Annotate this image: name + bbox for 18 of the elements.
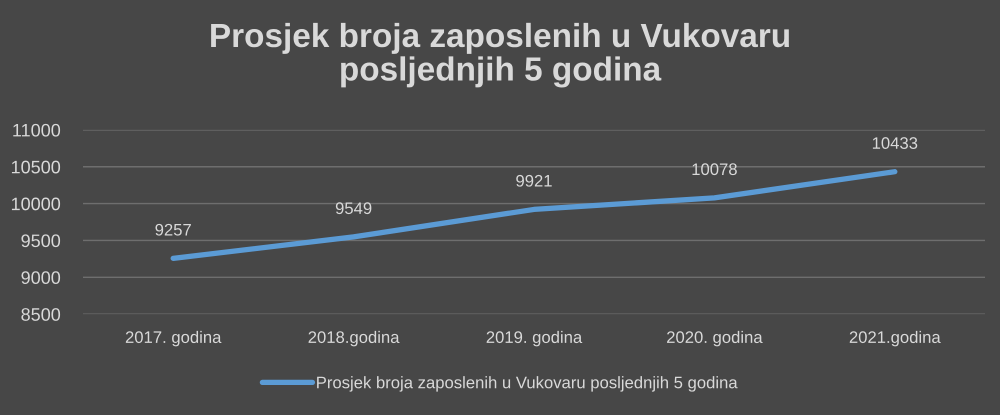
- data-label: 10078: [692, 163, 737, 176]
- y-tick-label: 10000: [12, 198, 60, 210]
- x-tick-label: 2019. godina: [486, 330, 582, 346]
- y-tick-label: 10500: [12, 160, 60, 174]
- legend-label: Prosjek broja zaposlenih u Vukovaru posljednjih 5 godina: [317, 376, 738, 392]
- x-tick-label: 2017. godina: [126, 330, 222, 346]
- y-tick-label: 8500: [21, 308, 60, 321]
- y-tick-label: 9000: [21, 271, 60, 284]
- data-label: 10433: [872, 137, 918, 149]
- x-tick-label: 2021.godina: [850, 330, 941, 346]
- data-label: 9921: [516, 174, 552, 187]
- x-tick-label: 2018.godina: [308, 330, 400, 346]
- y-tick-label: 9500: [21, 234, 60, 248]
- chart-title: Prosjek broja zaposlenih u Vukovaru posljednjih 5 godina: [211, 22, 789, 88]
- data-label: 9257: [155, 224, 191, 236]
- data-label: 9549: [336, 202, 372, 214]
- y-tick-label: 11000: [13, 124, 60, 137]
- x-tick-label: 2020. godina: [667, 330, 763, 346]
